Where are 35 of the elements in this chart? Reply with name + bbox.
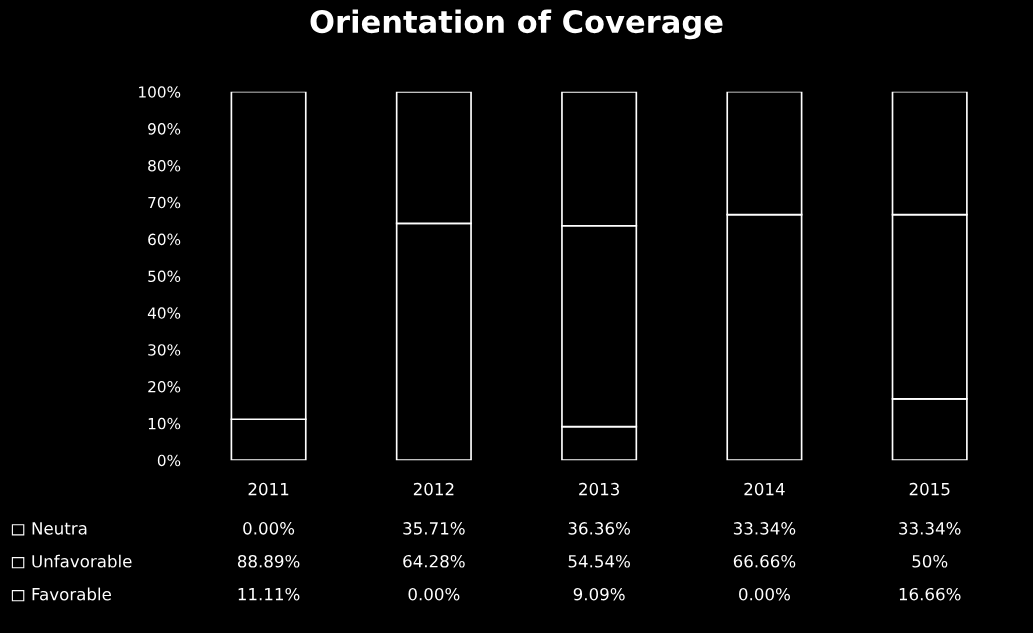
data-label: 16.66% bbox=[899, 587, 961, 601]
y-tick-label: 80% bbox=[148, 159, 181, 172]
y-tick-label: 0% bbox=[157, 454, 181, 467]
y-tick-label: 10% bbox=[148, 417, 181, 430]
y-tick-label: 100% bbox=[139, 86, 181, 98]
data-label: 11.11% bbox=[238, 587, 300, 601]
data-label: 88.89% bbox=[237, 554, 300, 568]
data-label: 36.36% bbox=[568, 522, 630, 535]
data-label: 33.34% bbox=[733, 522, 796, 535]
data-label: 66.66% bbox=[733, 554, 796, 568]
y-tick-label: 60% bbox=[148, 233, 181, 246]
legend-label: Neutra bbox=[32, 522, 87, 535]
y-tick-label: 50% bbox=[148, 270, 181, 283]
x-tick-label: 2014 bbox=[744, 482, 785, 496]
data-label: 9.09% bbox=[573, 587, 625, 601]
y-tick-label: 90% bbox=[148, 123, 181, 135]
x-tick-label: 2013 bbox=[579, 482, 620, 496]
x-tick-label: 2012 bbox=[413, 482, 454, 496]
legend-label: Favorable bbox=[32, 587, 111, 601]
legend-label: Unfavorable bbox=[32, 554, 132, 568]
data-label: 33.34% bbox=[899, 522, 961, 535]
chart-title: Orientation of Coverage bbox=[310, 9, 723, 40]
data-label: 50% bbox=[912, 554, 948, 568]
data-label: 35.71% bbox=[403, 522, 465, 535]
x-tick-label: 2015 bbox=[909, 482, 950, 496]
data-label: 0.00% bbox=[243, 522, 295, 535]
y-tick-label: 30% bbox=[148, 344, 181, 356]
data-label: 64.28% bbox=[403, 554, 465, 568]
x-tick-label: 2011 bbox=[248, 482, 289, 496]
y-tick-label: 20% bbox=[148, 380, 181, 393]
y-tick-label: 70% bbox=[148, 196, 181, 209]
y-tick-label: 40% bbox=[147, 307, 181, 319]
data-label: 54.54% bbox=[568, 554, 630, 568]
data-label: 0.00% bbox=[739, 587, 790, 601]
data-label: 0.00% bbox=[408, 587, 460, 601]
